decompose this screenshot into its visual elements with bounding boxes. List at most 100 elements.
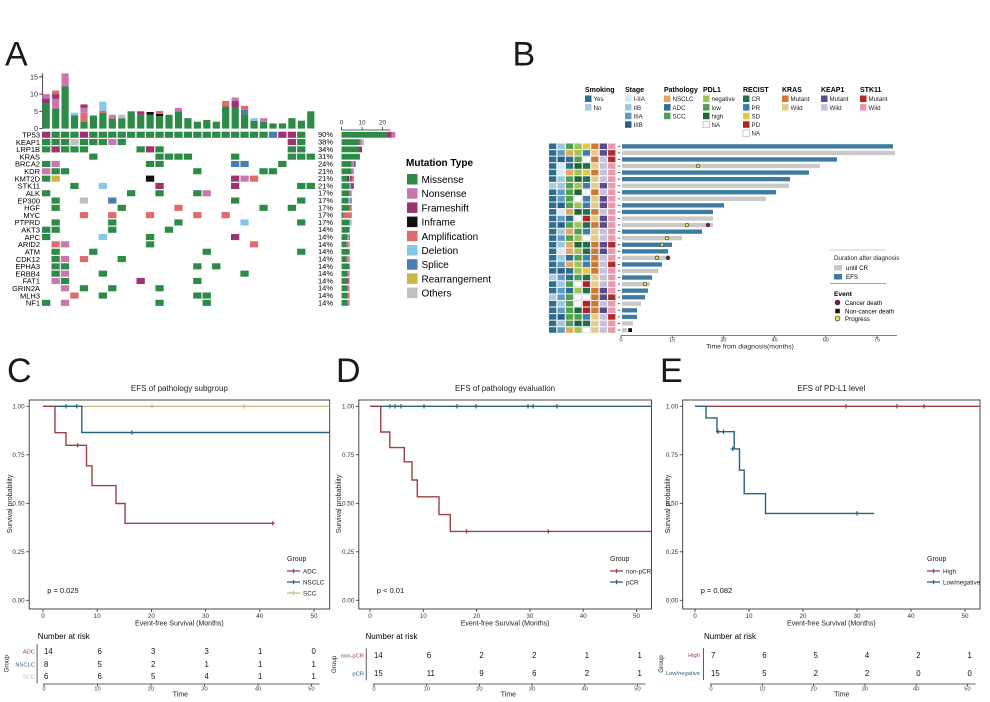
svg-text:Non-cancer death: Non-cancer death <box>845 309 895 316</box>
svg-text:17%: 17% <box>318 196 333 205</box>
svg-text:0: 0 <box>41 613 45 620</box>
svg-text:24%: 24% <box>318 159 333 168</box>
svg-text:negative: negative <box>712 96 736 103</box>
svg-text:14%: 14% <box>318 291 333 300</box>
svg-text:40: 40 <box>580 613 588 620</box>
svg-text:50: 50 <box>310 613 318 620</box>
svg-text:15: 15 <box>374 669 383 678</box>
svg-text:RECIST: RECIST <box>743 87 769 94</box>
svg-text:STK11: STK11 <box>18 182 40 191</box>
svg-text:KEAP1: KEAP1 <box>16 138 40 147</box>
svg-text:14%: 14% <box>318 255 333 264</box>
svg-text:40: 40 <box>256 613 264 620</box>
svg-text:1: 1 <box>638 669 642 678</box>
svg-text:pCR: pCR <box>352 672 364 678</box>
svg-text:EFS of PD-L1 level: EFS of PD-L1 level <box>797 384 865 393</box>
svg-text:8: 8 <box>44 660 48 669</box>
svg-text:Missense: Missense <box>422 175 465 186</box>
svg-text:15: 15 <box>30 72 38 81</box>
svg-text:Time: Time <box>834 692 849 699</box>
svg-text:NF1: NF1 <box>26 299 40 308</box>
svg-text:HGF: HGF <box>24 204 40 213</box>
svg-text:Group: Group <box>287 556 307 563</box>
svg-text:Mutant: Mutant <box>830 96 849 103</box>
svg-text:High: High <box>688 653 700 659</box>
svg-text:NSCLC: NSCLC <box>15 663 35 669</box>
svg-text:0: 0 <box>312 647 317 656</box>
svg-text:14%: 14% <box>318 276 333 285</box>
svg-text:14%: 14% <box>318 233 333 242</box>
svg-text:Time: Time <box>173 692 188 699</box>
svg-text:GRIN2A: GRIN2A <box>12 284 40 293</box>
svg-text:0: 0 <box>693 613 697 620</box>
svg-text:ARID2: ARID2 <box>18 240 40 249</box>
svg-text:PR: PR <box>752 105 761 112</box>
svg-text:EFS: EFS <box>846 274 858 281</box>
svg-text:1.00: 1.00 <box>342 404 355 411</box>
svg-text:Splice: Splice <box>422 260 450 271</box>
svg-text:Wild: Wild <box>791 105 804 112</box>
svg-text:2: 2 <box>865 669 869 678</box>
svg-text:60: 60 <box>823 338 829 344</box>
svg-text:2: 2 <box>479 651 483 660</box>
svg-text:ATM: ATM <box>25 248 40 257</box>
svg-text:SCC: SCC <box>673 113 687 120</box>
svg-text:10: 10 <box>423 687 429 693</box>
svg-text:17%: 17% <box>318 211 333 220</box>
svg-text:Cancer death: Cancer death <box>845 300 883 307</box>
svg-text:MYC: MYC <box>23 211 40 220</box>
svg-text:No: No <box>594 105 602 112</box>
svg-text:20: 20 <box>799 613 807 620</box>
svg-text:34%: 34% <box>318 145 333 154</box>
svg-text:0.75: 0.75 <box>666 452 679 459</box>
svg-text:Group: Group <box>610 556 630 563</box>
svg-text:14%: 14% <box>318 262 333 271</box>
svg-text:0.50: 0.50 <box>12 501 25 508</box>
svg-text:SCC: SCC <box>303 590 317 597</box>
svg-text:Number at risk: Number at risk <box>38 632 91 641</box>
svg-text:20: 20 <box>148 613 156 620</box>
svg-text:non-pCR: non-pCR <box>626 568 652 575</box>
svg-text:Time: Time <box>501 692 516 699</box>
svg-text:Survival probability: Survival probability <box>7 474 14 533</box>
svg-text:6: 6 <box>532 669 536 678</box>
svg-text:Number at risk: Number at risk <box>366 632 419 641</box>
svg-text:Low/negative: Low/negative <box>666 671 700 677</box>
svg-text:14%: 14% <box>318 247 333 256</box>
svg-text:31%: 31% <box>318 152 333 161</box>
svg-text:Event-free Survival (Months): Event-free Survival (Months) <box>787 621 876 628</box>
svg-text:0.00: 0.00 <box>666 598 679 605</box>
svg-text:APC: APC <box>25 233 41 242</box>
svg-text:2: 2 <box>585 669 589 678</box>
svg-text:30: 30 <box>201 687 207 693</box>
svg-text:CR: CR <box>752 96 761 103</box>
svg-text:10: 10 <box>745 613 753 620</box>
svg-text:30: 30 <box>720 338 726 344</box>
svg-text:Mutant: Mutant <box>869 96 888 103</box>
svg-text:5: 5 <box>762 669 767 678</box>
svg-text:D: D <box>336 352 361 390</box>
svg-text:Group: Group <box>331 655 338 673</box>
svg-text:CDK12: CDK12 <box>16 255 40 264</box>
svg-text:50: 50 <box>961 613 969 620</box>
svg-text:Group: Group <box>927 556 947 563</box>
svg-text:0.50: 0.50 <box>666 501 679 508</box>
svg-text:9: 9 <box>479 669 483 678</box>
svg-text:14%: 14% <box>318 225 333 234</box>
svg-text:Low/negative: Low/negative <box>943 579 981 586</box>
svg-text:50: 50 <box>308 687 314 693</box>
svg-text:Smoking: Smoking <box>585 87 615 94</box>
svg-text:10: 10 <box>94 613 102 620</box>
svg-text:Pathology: Pathology <box>664 87 698 94</box>
svg-text:5: 5 <box>814 651 819 660</box>
svg-text:Event-free Survival (Months): Event-free Survival (Months) <box>461 621 550 628</box>
svg-text:0: 0 <box>709 687 712 693</box>
svg-text:NSCLC: NSCLC <box>673 96 695 103</box>
svg-text:0: 0 <box>368 613 372 620</box>
svg-text:KDR: KDR <box>24 167 40 176</box>
svg-text:5: 5 <box>34 107 38 116</box>
svg-text:0.75: 0.75 <box>12 452 25 459</box>
svg-text:2: 2 <box>814 669 818 678</box>
svg-text:6: 6 <box>427 651 431 660</box>
svg-text:1.00: 1.00 <box>666 404 679 411</box>
